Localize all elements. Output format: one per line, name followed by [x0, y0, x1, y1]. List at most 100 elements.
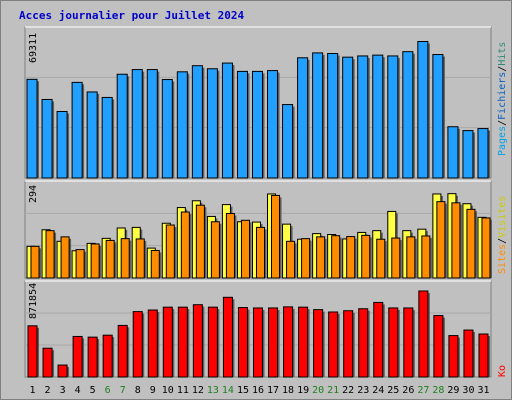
- day-label-31: 31: [477, 385, 489, 396]
- hits-ymax-label: 69311: [28, 33, 39, 63]
- day-label-29: 29: [447, 385, 459, 396]
- sites-bar-day-6: [105, 239, 115, 279]
- hits-bar-day-1: [26, 78, 38, 179]
- sites-bar-day-17: [271, 194, 281, 279]
- day-label-1: 1: [30, 385, 36, 396]
- sites-bar-day-24: [376, 238, 386, 279]
- hits-bar-day-7: [116, 73, 128, 179]
- hits-bar-day-25: [387, 55, 399, 179]
- legend-sites: Sites: [497, 244, 508, 274]
- hits-bar-day-5: [86, 91, 98, 179]
- hits-bar-day-20: [312, 52, 324, 179]
- hits-panel-legend: Pages/Fichiers/Hits: [497, 42, 508, 156]
- ko-ymax-label: 871854: [28, 283, 39, 319]
- svg-text:Pages/Fichiers/Hits: Pages/Fichiers/Hits: [497, 42, 508, 156]
- day-label-7: 7: [120, 385, 126, 396]
- ko-bar-day-11: [177, 306, 188, 378]
- day-label-3: 3: [60, 385, 66, 396]
- day-label-4: 4: [75, 385, 81, 396]
- sites-bar-day-9: [150, 249, 160, 279]
- ko-bar-day-28: [433, 315, 444, 378]
- sites-bar-day-25: [391, 237, 401, 279]
- ko-bar-day-5: [87, 336, 98, 378]
- sites-bar-day-19: [301, 238, 311, 279]
- ko-bar-day-1: [27, 325, 38, 378]
- visites-panel-legend: Sites/Visites: [497, 196, 508, 274]
- sites-bar-day-1: [30, 245, 40, 279]
- day-label-6: 6: [105, 385, 111, 396]
- ko-bar-day-7: [117, 324, 128, 378]
- day-label-16: 16: [252, 385, 264, 396]
- ko-bar-day-26: [403, 307, 414, 378]
- sites-bar-day-10: [165, 224, 175, 279]
- ko-bar-day-3: [57, 364, 68, 378]
- ko-bar-day-27: [418, 290, 429, 378]
- sites-bar-day-26: [406, 236, 416, 279]
- sites-bar-day-11: [180, 211, 190, 279]
- sites-bar-day-3: [60, 236, 70, 279]
- sites-bar-day-15: [240, 219, 250, 279]
- ko-bar-day-8: [132, 311, 143, 378]
- svg-text:Ko: Ko: [497, 365, 508, 377]
- day-label-25: 25: [387, 385, 399, 396]
- sites-bar-day-12: [195, 204, 205, 279]
- ko-bar-day-10: [162, 306, 173, 378]
- hits-bar-day-4: [71, 81, 83, 179]
- day-label-22: 22: [342, 385, 354, 396]
- sites-bar-day-20: [316, 236, 326, 279]
- sites-bar-day-27: [421, 235, 431, 279]
- day-label-14: 14: [222, 385, 234, 396]
- sites-bar-day-31: [481, 217, 491, 279]
- ko-bar-day-22: [343, 310, 354, 378]
- hits-bar-day-23: [357, 55, 369, 179]
- day-label-8: 8: [135, 385, 141, 396]
- hits-bar-day-18: [282, 104, 294, 179]
- sites-bar-day-8: [135, 238, 145, 279]
- sites-bar-day-30: [466, 208, 476, 279]
- ko-bar-day-20: [313, 309, 324, 378]
- ko-bar-day-19: [298, 306, 309, 378]
- hits-bar-day-15: [236, 70, 248, 179]
- ko-panel-legend: Ko: [497, 365, 508, 377]
- day-label-28: 28: [432, 385, 444, 396]
- ko-bar-day-12: [192, 304, 203, 378]
- hits-bar-day-28: [432, 54, 444, 179]
- ko-bar-day-4: [72, 335, 83, 378]
- ko-bar-day-18: [283, 306, 294, 378]
- ko-bar-day-14: [222, 296, 233, 378]
- hits-bar-day-3: [56, 110, 68, 179]
- hits-bar-day-8: [131, 69, 143, 179]
- hits-bar-day-30: [462, 130, 474, 179]
- hits-bar-day-16: [251, 70, 264, 179]
- legend-visites: Visites: [497, 196, 508, 238]
- day-label-20: 20: [312, 385, 324, 396]
- hits-bar-day-13: [206, 68, 218, 179]
- ko-bar-day-21: [328, 311, 339, 378]
- day-label-13: 13: [207, 385, 219, 396]
- ko-bar-day-17: [268, 307, 279, 378]
- hits-bar-day-21: [327, 53, 339, 179]
- ko-bar-day-9: [147, 309, 158, 378]
- day-label-18: 18: [282, 385, 294, 396]
- ko-bar-day-24: [373, 301, 384, 378]
- hits-bar-day-26: [402, 51, 414, 179]
- sites-bar-day-18: [286, 240, 296, 279]
- legend-sep-2: /: [497, 66, 508, 72]
- sites-bar-day-21: [331, 235, 341, 279]
- ko-bar-day-30: [463, 329, 474, 378]
- hits-bar-day-11: [176, 71, 188, 179]
- ko-bar-day-25: [388, 307, 399, 378]
- ko-bar-day-31: [478, 333, 489, 378]
- legend-fichiers: Fichiers: [497, 72, 508, 120]
- day-label-21: 21: [327, 385, 339, 396]
- hits-bar-day-22: [342, 56, 354, 179]
- day-label-5: 5: [90, 385, 96, 396]
- hits-bar-day-9: [146, 69, 158, 179]
- day-label-30: 30: [462, 385, 474, 396]
- legend-sep-3: /: [497, 238, 508, 244]
- sites-bar-day-13: [210, 221, 220, 279]
- hits-bar-day-27: [417, 40, 429, 179]
- day-label-11: 11: [177, 385, 189, 396]
